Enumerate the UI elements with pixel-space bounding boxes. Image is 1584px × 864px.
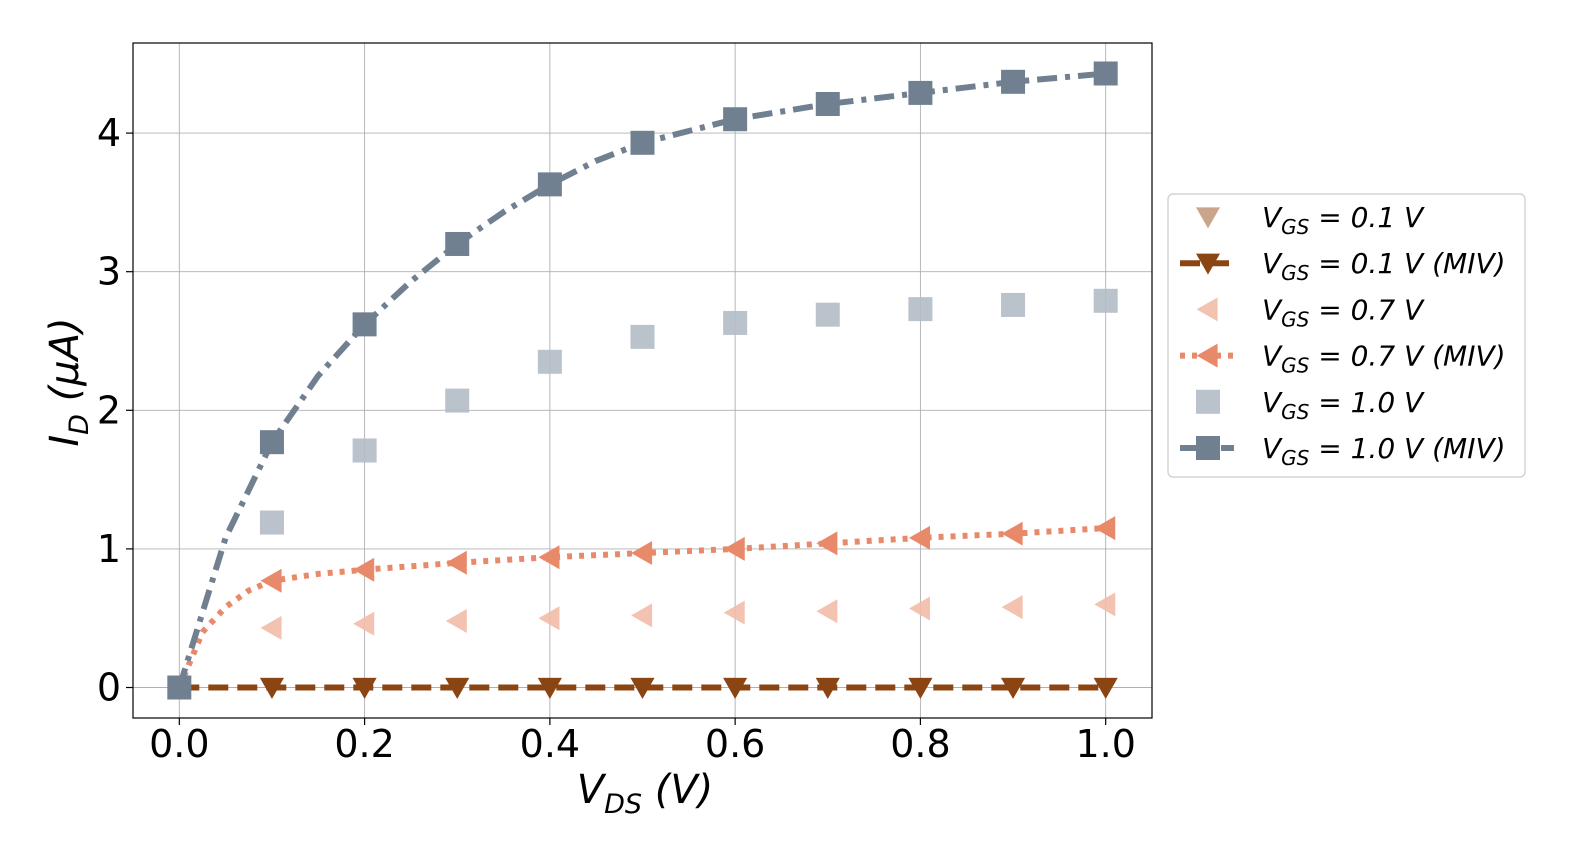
data-point <box>260 615 282 640</box>
y-tick-label: 3 <box>97 250 121 294</box>
data-point <box>537 172 562 197</box>
legend-marker <box>1196 343 1218 368</box>
data-point <box>445 677 470 699</box>
data-point <box>631 603 653 628</box>
legend-marker <box>1196 207 1220 229</box>
data-point <box>815 677 840 699</box>
legend-entry: VGS = 0.1 V (MIV) <box>1180 247 1506 285</box>
data-point <box>909 525 931 550</box>
data-point <box>260 568 282 593</box>
series-4 <box>259 288 1118 535</box>
x-tick-label: 0.8 <box>890 722 950 766</box>
data-point <box>723 677 748 699</box>
data-point <box>723 600 745 625</box>
data-point <box>537 677 562 699</box>
data-point <box>908 80 933 105</box>
y-axis-label: ID (μA) <box>42 317 95 446</box>
series-line <box>176 70 1106 689</box>
legend-marker <box>1196 436 1220 460</box>
legend-marker <box>1196 389 1220 414</box>
data-point <box>909 596 931 621</box>
legend-label: VGS = 0.7 V <box>1262 293 1425 331</box>
y-tick-label: 2 <box>97 388 121 432</box>
legend: VGS = 0.1 V VGS = 0.1 V (MIV) VGS = 0.7 V V… <box>1167 193 1526 478</box>
data-point <box>1001 69 1026 94</box>
data-point <box>445 388 470 413</box>
data-point <box>352 677 377 699</box>
legend-label: VGS = 0.7 V (MIV) <box>1262 340 1506 378</box>
data-point <box>1093 677 1118 699</box>
legend-label: VGS = 0.1 V (MIV) <box>1262 247 1506 285</box>
data-point <box>445 550 467 575</box>
legend-label: VGS = 0.1 V <box>1262 201 1425 239</box>
legend-entry: VGS = 1.0 V (MIV) <box>1180 432 1506 470</box>
x-tick-label: 0.0 <box>149 722 209 766</box>
data-point <box>1093 288 1118 313</box>
legend-label: VGS = 1.0 V <box>1262 386 1425 424</box>
y-tick-label: 4 <box>97 111 121 155</box>
data-point <box>1001 677 1026 699</box>
data-point <box>630 324 655 349</box>
plot-area <box>167 61 1118 700</box>
legend-entry: VGS = 0.7 V (MIV) <box>1180 340 1506 378</box>
legend-box <box>1167 193 1526 478</box>
data-point <box>815 302 840 327</box>
x-tick-label: 0.4 <box>520 722 580 766</box>
data-point <box>538 606 560 631</box>
data-point <box>630 130 655 155</box>
data-point <box>259 510 284 535</box>
data-point <box>353 557 375 582</box>
data-point <box>1001 292 1026 317</box>
x-tick-label: 0.2 <box>334 722 394 766</box>
x-axis-label: VDS (V) <box>577 767 714 820</box>
data-point <box>631 541 653 566</box>
data-point <box>816 531 838 556</box>
data-point <box>1093 61 1118 86</box>
data-point <box>1001 521 1023 546</box>
legend-label: VGS = 1.0 V (MIV) <box>1262 432 1506 470</box>
data-point <box>816 599 838 624</box>
legend-marker <box>1196 253 1220 275</box>
data-point <box>630 677 655 699</box>
data-point <box>353 611 375 636</box>
axis-ticks: 0.0 0.2 0.4 0.6 0.8 1.0 0 1 2 3 4 <box>97 111 1136 766</box>
data-point <box>352 438 377 463</box>
legend-marker <box>1196 297 1218 322</box>
data-point <box>1094 516 1116 541</box>
data-point <box>537 349 562 374</box>
data-point <box>445 231 470 256</box>
legend-entry: VGS = 0.7 V <box>1196 293 1425 331</box>
plot-frame <box>132 42 1153 719</box>
series-1 <box>167 677 1118 699</box>
data-point <box>815 91 840 116</box>
data-point <box>723 310 748 335</box>
data-point <box>352 312 377 337</box>
data-point <box>908 677 933 699</box>
data-point <box>1001 595 1023 620</box>
series-2 <box>260 592 1116 640</box>
series-5 <box>167 61 1118 700</box>
legend-entry: VGS = 1.0 V <box>1196 386 1425 424</box>
data-point <box>167 675 192 700</box>
x-tick-label: 0.6 <box>705 722 765 766</box>
series-3 <box>176 516 1116 689</box>
y-tick-label: 1 <box>97 527 121 571</box>
legend-entry: VGS = 0.1 V <box>1196 201 1425 239</box>
data-point <box>259 430 284 455</box>
data-point <box>538 545 560 570</box>
data-point <box>723 536 745 561</box>
y-tick-label: 0 <box>97 666 121 710</box>
data-point <box>723 107 748 132</box>
data-point <box>445 608 467 633</box>
data-point <box>1094 592 1116 617</box>
x-tick-label: 1.0 <box>1075 722 1135 766</box>
data-point <box>908 297 933 322</box>
data-point <box>259 677 284 699</box>
